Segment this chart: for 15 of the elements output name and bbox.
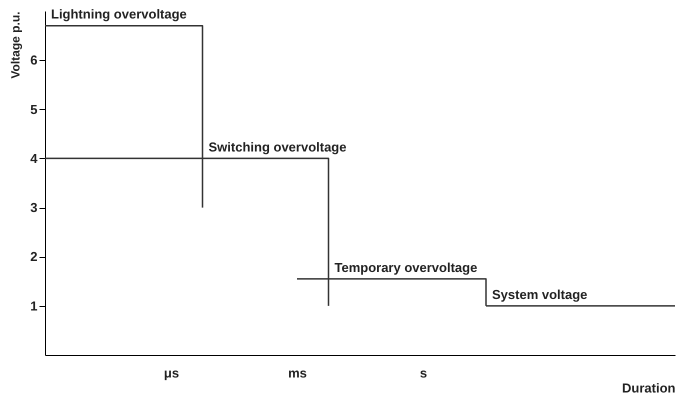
x-tick-label: μs (164, 366, 180, 380)
y-tick-label: 6 (30, 52, 38, 68)
y-tick-label: 3 (30, 200, 38, 216)
x-tick-label: ms (288, 366, 307, 380)
x-axis-title: Duration (622, 380, 676, 396)
series-label: Lightning overvoltage (51, 6, 187, 22)
series-label: Temporary overvoltage (334, 260, 478, 275)
x-tick-label: s (420, 366, 428, 380)
y-tick-label: 4 (30, 150, 38, 166)
y-axis-title: Voltage p.u. (8, 12, 22, 79)
series-label: System voltage (492, 286, 588, 302)
series-label: Switching overvoltage (208, 139, 346, 154)
y-tick-label: 5 (30, 102, 38, 117)
y-tick-label: 2 (30, 249, 38, 264)
y-tick-label: 1 (30, 298, 38, 314)
